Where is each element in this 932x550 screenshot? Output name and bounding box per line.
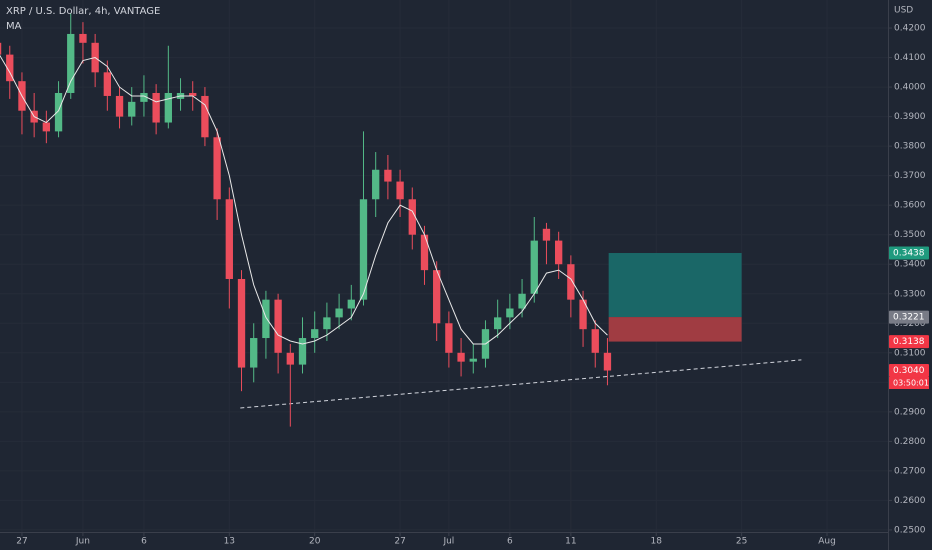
x-tick-label: Jun <box>75 537 90 547</box>
candle-body <box>103 72 111 96</box>
candle-body <box>54 92 63 132</box>
trendline <box>240 359 802 409</box>
candle-body <box>384 169 392 182</box>
candle-body <box>408 199 416 235</box>
y-tick-label: 0.3700 <box>894 171 926 181</box>
y-tick-label: 0.3800 <box>894 142 926 152</box>
axes: 0.25000.26000.27000.28000.29000.30000.31… <box>16 24 929 547</box>
y-tick-label: 0.3100 <box>894 348 926 358</box>
candle-body <box>396 181 404 200</box>
candle-body <box>469 358 477 362</box>
candle-body <box>591 329 599 353</box>
candle-body <box>164 92 172 123</box>
currency-label: USD <box>894 6 913 16</box>
ma-line <box>0 54 608 345</box>
y-tick-label: 0.4000 <box>894 83 926 93</box>
price-tag-label: 0.3138 <box>893 337 925 347</box>
candle-body <box>6 54 14 82</box>
x-tick-label: 13 <box>224 537 235 547</box>
candle-body <box>542 228 551 241</box>
candle-body <box>555 240 563 265</box>
candle-body <box>506 308 514 318</box>
y-tick-label: 0.3200 <box>894 319 926 329</box>
candle-body <box>152 92 160 123</box>
x-tick-label: 27 <box>394 537 405 547</box>
candle-body <box>0 42 2 55</box>
candle-body <box>311 329 319 339</box>
x-tick-label: Jul <box>442 537 454 547</box>
candle-body <box>579 299 587 330</box>
candle-body <box>286 352 294 365</box>
candle-body <box>115 95 124 117</box>
candle-body <box>494 317 502 330</box>
candle-body <box>189 92 197 96</box>
target-zone <box>608 253 742 318</box>
y-tick-label: 0.2700 <box>894 466 926 476</box>
candle-body <box>42 122 51 132</box>
x-tick-label: 20 <box>309 537 321 547</box>
candle-body <box>237 278 246 368</box>
y-tick-label: 0.2500 <box>894 525 926 535</box>
chart-title: XRP / U.S. Dollar, 4h, VANTAGE <box>6 6 160 17</box>
price-tag <box>889 246 929 260</box>
price-tag <box>889 335 929 349</box>
y-tick-label: 0.3500 <box>894 230 926 240</box>
candle-body <box>213 137 221 200</box>
candle-body <box>128 101 136 117</box>
grid <box>0 0 888 532</box>
y-tick-label: 0.3900 <box>894 112 926 122</box>
candle-body <box>298 338 307 365</box>
candle-body <box>323 317 331 330</box>
candle-body <box>335 308 343 318</box>
candle-body <box>445 323 453 353</box>
y-tick-label: 0.4100 <box>894 53 926 63</box>
candle-body <box>225 199 233 279</box>
x-tick-label: 11 <box>565 537 576 547</box>
price-tag <box>889 364 929 378</box>
y-tick-label: 0.2600 <box>894 496 926 506</box>
candle-body <box>140 92 148 102</box>
y-tick-label: 0.2800 <box>894 437 926 447</box>
y-tick-label: 0.3400 <box>894 260 926 270</box>
x-tick-label: 6 <box>507 537 513 547</box>
x-tick-label: 18 <box>651 537 663 547</box>
price-tag-label: 0.3040 <box>893 366 925 376</box>
indicator-label: MA <box>6 21 22 32</box>
x-tick-label: 27 <box>16 537 27 547</box>
price-tag-label: 0.3221 <box>893 313 925 323</box>
price-tag-label: 0.3438 <box>893 249 925 259</box>
candle-body <box>250 338 258 368</box>
candle-body <box>201 95 209 138</box>
candle-body <box>274 299 282 353</box>
candle-body <box>420 234 429 271</box>
candle-body <box>79 33 87 43</box>
candle-body <box>67 33 75 93</box>
price-tag <box>889 310 929 324</box>
x-tick-label: 6 <box>141 537 147 547</box>
candle-body <box>603 352 612 371</box>
plot <box>0 13 802 427</box>
candle-body <box>530 240 538 294</box>
candle-body <box>433 270 441 324</box>
candle-body <box>359 199 368 300</box>
candle-body <box>262 299 270 339</box>
x-tick-label: Aug <box>818 537 836 547</box>
candle-body <box>567 264 575 300</box>
x-tick-label: 25 <box>736 537 747 547</box>
y-tick-label: 0.3300 <box>894 289 926 299</box>
candle-body <box>347 299 355 309</box>
candle-body <box>518 293 526 309</box>
y-tick-label: 0.2900 <box>894 407 926 417</box>
countdown-label: 03:50:01 <box>893 379 929 388</box>
y-tick-label: 0.4200 <box>894 24 926 34</box>
countdown-tag <box>889 377 929 390</box>
y-tick-label: 0.3600 <box>894 201 926 211</box>
candle-body <box>457 352 465 362</box>
candle-body <box>372 169 380 200</box>
stop-zone <box>608 317 742 342</box>
